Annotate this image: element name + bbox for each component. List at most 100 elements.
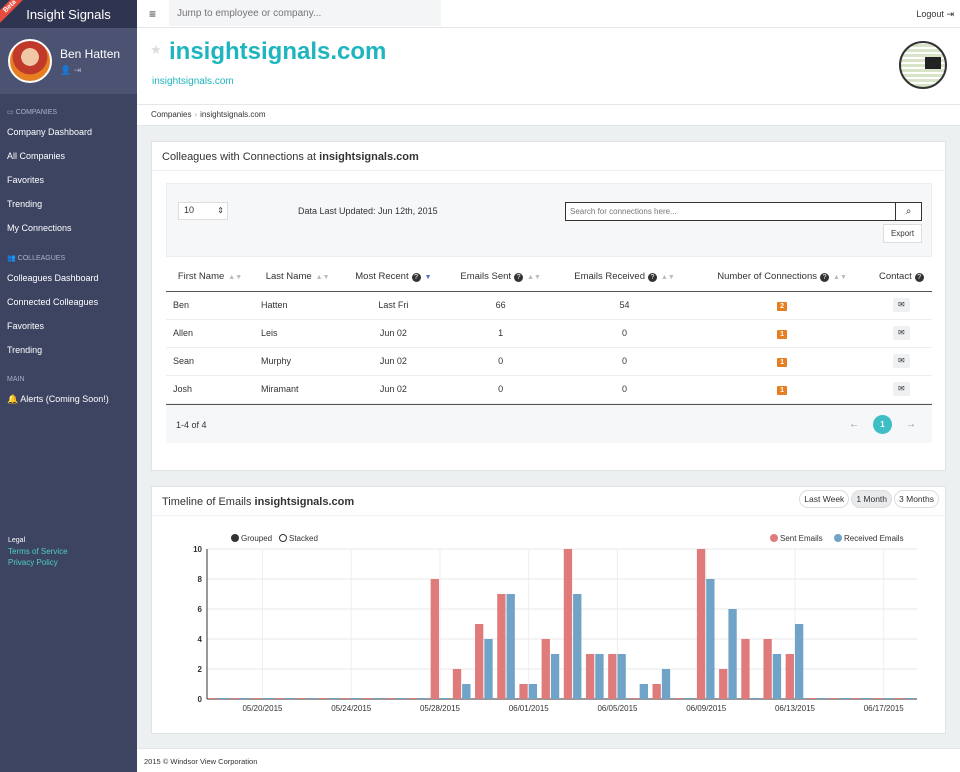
range-1-month[interactable]: 1 Month bbox=[851, 490, 893, 508]
privacy-link[interactable]: Privacy Policy bbox=[8, 558, 58, 567]
sent-bar bbox=[741, 639, 750, 699]
col-connections[interactable]: Number of Connections? ▲▼ bbox=[693, 263, 871, 292]
mail-icon[interactable]: ✉ bbox=[892, 326, 910, 340]
x-tick-label: 06/09/2015 bbox=[686, 704, 727, 713]
received-bar bbox=[839, 698, 848, 699]
received-bar bbox=[883, 698, 893, 699]
connections-badge[interactable]: 1 bbox=[777, 357, 787, 367]
y-tick-label: 2 bbox=[198, 665, 203, 674]
sidebar-item-my-connections[interactable]: My Connections bbox=[7, 223, 72, 233]
company-title: insightsignals.com bbox=[169, 38, 387, 65]
received-bar bbox=[506, 594, 515, 699]
favorite-star-icon[interactable]: ★ bbox=[150, 42, 162, 57]
received-bar bbox=[262, 698, 271, 699]
sidebar-item-colleagues-dashboard[interactable]: Colleagues Dashboard bbox=[7, 273, 99, 283]
col-contact: Contact? bbox=[870, 263, 932, 292]
next-page-button[interactable]: → bbox=[906, 419, 916, 430]
page-button[interactable]: 1 bbox=[873, 415, 892, 434]
copyright: 2015 © Windsor View Corporation bbox=[144, 757, 258, 766]
sent-bar bbox=[719, 669, 728, 699]
sent-bar bbox=[763, 639, 772, 699]
received-bar bbox=[617, 654, 626, 699]
col-emails-sent[interactable]: Emails Sent? ▲▼ bbox=[445, 263, 556, 292]
sent-bar bbox=[386, 698, 395, 699]
connections-badge[interactable]: 1 bbox=[777, 385, 787, 395]
footer: 2015 © Windsor View Corporation bbox=[137, 748, 960, 772]
received-bar bbox=[329, 698, 338, 699]
sent-bar bbox=[852, 698, 861, 699]
export-button[interactable]: Export bbox=[883, 224, 922, 243]
connections-title: Colleagues with Connections at insightsi… bbox=[152, 142, 945, 171]
menu-icon[interactable]: ≡ bbox=[149, 7, 157, 21]
prev-page-button[interactable]: ← bbox=[849, 419, 859, 430]
x-tick-label: 05/24/2015 bbox=[331, 704, 372, 713]
sent-bar bbox=[408, 698, 417, 699]
col-first-name[interactable]: First Name ▲▼ bbox=[166, 263, 254, 292]
mail-icon[interactable]: ✉ bbox=[892, 382, 910, 396]
sidebar-item-company-dashboard[interactable]: Company Dashboard bbox=[7, 127, 93, 137]
sent-bar bbox=[630, 698, 639, 699]
grouped-label: Grouped bbox=[241, 534, 272, 543]
received-bar bbox=[462, 684, 471, 699]
timeline-title: Timeline of Emails insightsignals.com bbox=[152, 487, 945, 516]
mail-icon[interactable]: ✉ bbox=[892, 298, 910, 312]
legend-received-marker bbox=[834, 534, 842, 542]
company-thumbnail bbox=[899, 41, 947, 89]
table-toolbar: 10 Data Last Updated: Jun 12th, 2015 ⌕ E… bbox=[166, 183, 932, 257]
received-bar bbox=[684, 698, 693, 699]
brand[interactable]: Beta Insight Signals bbox=[0, 0, 137, 28]
search-button[interactable]: ⌕ bbox=[895, 202, 922, 221]
mail-icon[interactable]: ✉ bbox=[892, 354, 910, 368]
sent-bar bbox=[896, 698, 905, 699]
help-icon: ? bbox=[647, 273, 657, 283]
sent-bar bbox=[430, 579, 439, 699]
sidebar-item-connected-colleagues[interactable]: Connected Colleagues bbox=[7, 297, 99, 307]
col-most-recent[interactable]: Most Recent? ▼ bbox=[341, 263, 446, 292]
connections-badge[interactable]: 2 bbox=[777, 301, 787, 311]
range-last-week[interactable]: Last Week bbox=[799, 490, 850, 508]
page-size-select[interactable]: 10 bbox=[178, 202, 228, 220]
section-companies: ▭ COMPANIES bbox=[7, 109, 58, 116]
global-search-input[interactable] bbox=[169, 0, 441, 26]
sent-bar bbox=[319, 698, 329, 699]
sent-bar bbox=[452, 669, 462, 699]
stacked-radio bbox=[279, 534, 287, 542]
avatar[interactable] bbox=[8, 39, 52, 83]
table-footer: 1-4 of 4 ← 1 → bbox=[166, 404, 932, 443]
sent-bar bbox=[230, 698, 240, 699]
legal-label: Legal bbox=[8, 537, 26, 544]
range-buttons: Last Week 1 Month 3 Months bbox=[799, 490, 939, 508]
sidebar-item-colleague-favorites[interactable]: Favorites bbox=[7, 321, 45, 331]
received-bar bbox=[218, 698, 227, 699]
connections-badge[interactable]: 1 bbox=[777, 329, 787, 339]
connections-search-input[interactable] bbox=[565, 202, 896, 221]
sent-bar bbox=[519, 684, 528, 699]
sidebar-item-trending[interactable]: Trending bbox=[7, 199, 43, 209]
sidebar-item-favorites[interactable]: Favorites bbox=[7, 175, 45, 185]
table-row[interactable]: Ben Hatten Last Fri 66 54 2 ✉ bbox=[166, 291, 932, 320]
range-3-months[interactable]: 3 Months bbox=[894, 490, 939, 508]
table-row[interactable]: Allen Leis Jun 02 1 0 1 ✉ bbox=[166, 319, 932, 348]
terms-link[interactable]: Terms of Service bbox=[8, 547, 68, 556]
breadcrumb: Companies › insightsignals.com bbox=[137, 105, 960, 126]
col-last-name[interactable]: Last Name ▲▼ bbox=[253, 263, 342, 292]
signout-icon[interactable]: ⇥ bbox=[73, 64, 82, 75]
received-bar bbox=[373, 698, 382, 699]
legal: Legal Terms of Service Privacy Policy bbox=[8, 535, 68, 568]
grouped-radio bbox=[231, 534, 239, 542]
user-icon[interactable]: 👤 bbox=[60, 64, 72, 75]
sidebar-item-all-companies[interactable]: All Companies bbox=[7, 151, 66, 161]
table-row[interactable]: Sean Murphy Jun 02 0 0 1 ✉ bbox=[166, 347, 932, 376]
y-tick-label: 4 bbox=[198, 635, 203, 644]
sidebar-item-colleague-trending[interactable]: Trending bbox=[7, 345, 43, 355]
sidebar: Beta Insight Signals Ben Hatten 👤 ⇥ ▭ CO… bbox=[0, 0, 137, 772]
breadcrumb-companies[interactable]: Companies bbox=[151, 110, 192, 119]
y-tick-label: 0 bbox=[198, 695, 203, 704]
logout-button[interactable]: Logout ⇥ bbox=[916, 9, 954, 19]
table-row[interactable]: Josh Miramant Jun 02 0 0 1 ✉ bbox=[166, 375, 932, 404]
email-timeline-chart: 0 2 4 6 8 10 05/20/2015 05/24/2015 05/28/2015 06/… bbox=[193, 534, 917, 713]
col-emails-received[interactable]: Emails Received? ▲▼ bbox=[555, 263, 694, 292]
sidebar-item-alerts[interactable]: 🔔 Alerts (Coming Soon!) bbox=[7, 394, 109, 404]
company-link[interactable]: insightsignals.com bbox=[152, 76, 234, 87]
received-bar bbox=[661, 669, 671, 699]
